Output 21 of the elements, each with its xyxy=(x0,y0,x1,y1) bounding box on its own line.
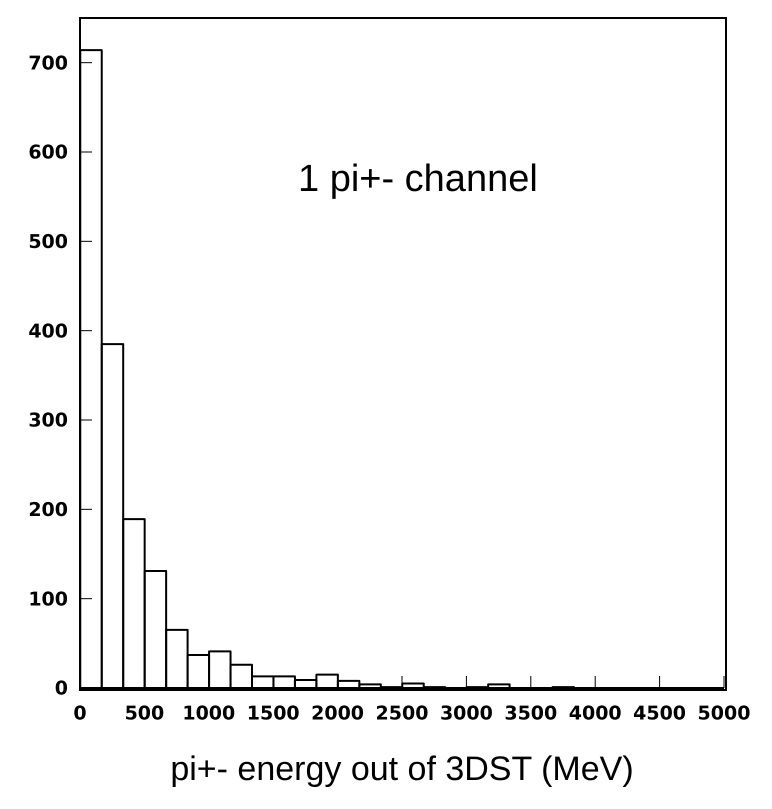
y-tick-label: 0 xyxy=(54,678,68,700)
x-axis-title: pi+- energy out of 3DST (MeV) xyxy=(170,750,634,788)
x-tick-label: 3000 xyxy=(440,702,493,724)
y-tick-label: 300 xyxy=(28,410,68,432)
x-tick-label: 1000 xyxy=(182,702,236,724)
x-tick-label: 0 xyxy=(73,702,87,724)
annotation: 1 pi+- channel xyxy=(298,158,538,201)
y-tick-label: 400 xyxy=(28,320,68,342)
x-tick-label: 2000 xyxy=(311,702,364,724)
x-tick-label: 3500 xyxy=(504,702,558,724)
x-tick-label: 4000 xyxy=(568,702,622,724)
y-tick-label: 600 xyxy=(28,142,68,164)
x-tick-label: 500 xyxy=(124,702,164,724)
y-tick-label: 700 xyxy=(28,52,68,74)
y-tick-label: 100 xyxy=(28,588,68,610)
x-tick-label: 2500 xyxy=(376,702,428,724)
x-tick-label: 5000 xyxy=(698,702,750,724)
x-tick-label: 1500 xyxy=(246,702,300,724)
x-tick-label: 4500 xyxy=(633,702,686,724)
y-tick-label: 500 xyxy=(28,231,68,254)
y-tick-label: 200 xyxy=(28,499,68,522)
